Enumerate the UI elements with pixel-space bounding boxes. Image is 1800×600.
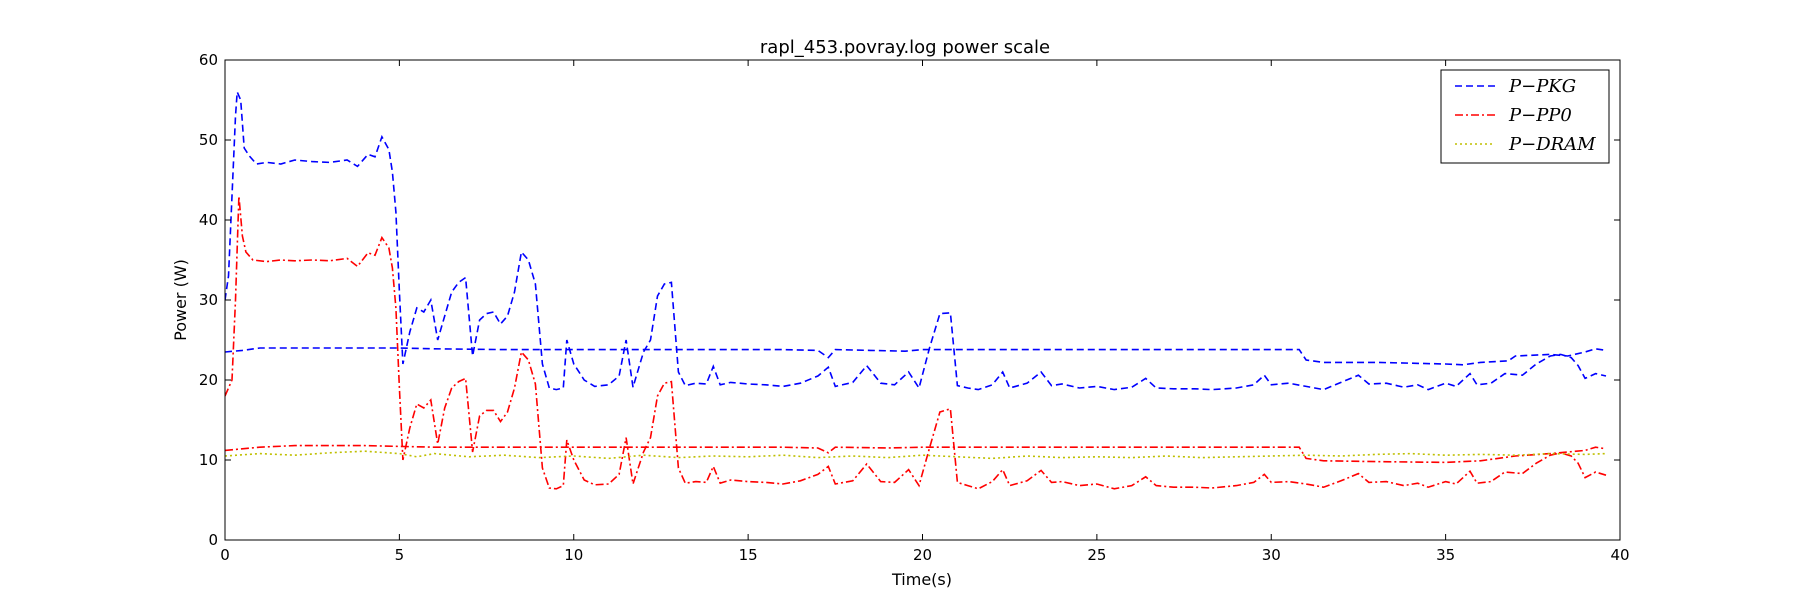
y-tick-label: 40 [199, 211, 218, 229]
legend-label-p-pkg: P−PKG [1508, 76, 1576, 97]
y-tick-label: 0 [208, 531, 218, 549]
chart-title: rapl_453.povray.log power scale [760, 37, 1050, 58]
y-axis-label: Power (W) [171, 259, 190, 341]
x-axis-label: Time(s) [891, 570, 952, 589]
y-tick-label: 30 [199, 291, 218, 309]
series-layer [225, 91, 1607, 490]
x-tick-label: 35 [1436, 546, 1455, 564]
series-line-3 [225, 444, 1607, 464]
legend-label-p-pp0: P−PP0 [1508, 105, 1572, 126]
y-tick-label: 10 [199, 451, 218, 469]
ticks-layer: 0 5 10 15 20 25 30 35 40 0 10 20 30 40 50 60 [199, 51, 1630, 564]
x-tick-label: 15 [739, 546, 758, 564]
x-tick-label: 25 [1087, 546, 1106, 564]
y-tick-label: 50 [199, 131, 218, 149]
y-tick-label: 20 [199, 371, 218, 389]
x-tick-label: 10 [564, 546, 583, 564]
x-tick-label: 5 [395, 546, 405, 564]
legend-label-p-dram: P−DRAM [1508, 134, 1596, 155]
x-tick-label: 20 [913, 546, 932, 564]
x-tick-label: 0 [220, 546, 230, 564]
y-tick-label: 60 [199, 51, 218, 69]
series-line-1 [225, 347, 1607, 366]
series-line-2 [225, 195, 1607, 490]
series-line-4 [225, 450, 1607, 460]
x-tick-label: 30 [1262, 546, 1281, 564]
series-line-0 [225, 91, 1607, 391]
x-tick-label: 40 [1610, 546, 1629, 564]
legend: P−PKG P−PP0 P−DRAM [1440, 69, 1610, 164]
